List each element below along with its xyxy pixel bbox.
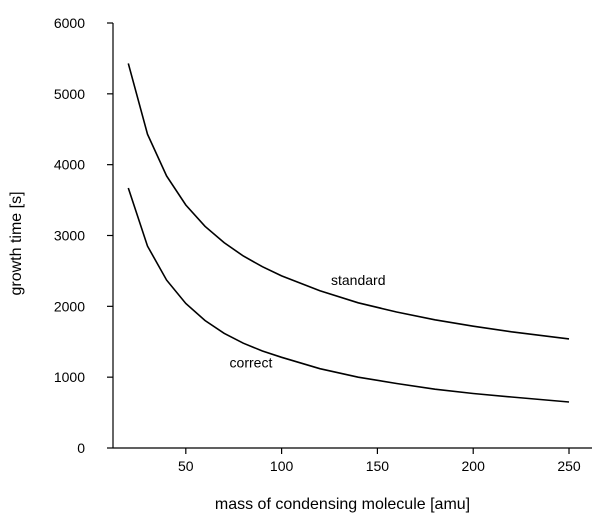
x-tick-label: 50 <box>178 458 194 474</box>
axes <box>112 23 592 449</box>
x-tick-label: 250 <box>557 458 581 474</box>
x-tick-label: 200 <box>462 458 486 474</box>
series-label-standard: standard <box>331 272 385 288</box>
x-axis-title: mass of condensing molecule [amu] <box>215 496 470 513</box>
series-line-standard <box>127 63 570 340</box>
y-tick-label: 3000 <box>54 228 85 244</box>
y-tick-label: 4000 <box>54 157 85 173</box>
ticks: 0 1000 2000 3000 4000 5000 6000 50 100 150 200 250 <box>54 15 581 474</box>
x-tick-label: 100 <box>270 458 294 474</box>
series <box>127 63 570 403</box>
y-tick-label: 5000 <box>54 86 85 102</box>
y-tick-label: 1000 <box>54 369 85 385</box>
y-tick-label: 0 <box>77 440 85 456</box>
y-tick-label: 2000 <box>54 298 85 314</box>
y-axis-title: growth time [s] <box>8 191 25 295</box>
series-label-correct: correct <box>230 354 273 370</box>
series-line-correct <box>127 187 570 403</box>
x-tick-label: 150 <box>366 458 390 474</box>
annotations: standard correct <box>230 272 386 370</box>
y-tick-label: 6000 <box>54 15 85 31</box>
